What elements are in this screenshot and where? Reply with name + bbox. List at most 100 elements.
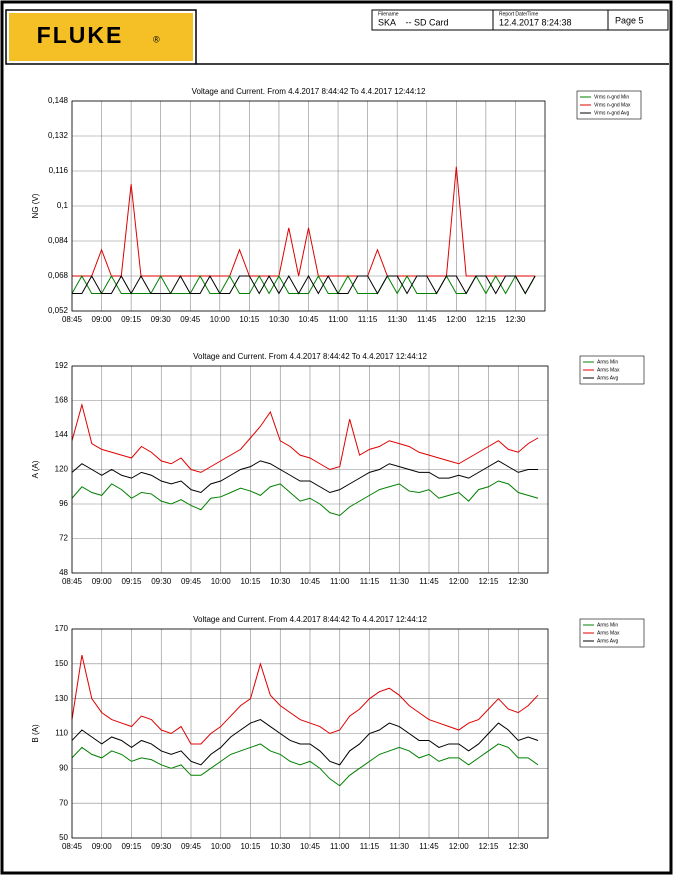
data-line [71,460,539,494]
y-tick-label: 0,1 [57,201,69,210]
x-tick-label: 10:30 [270,842,291,851]
x-tick-label: 09:15 [121,842,142,851]
data-line [72,274,536,295]
x-tick-label: 09:45 [181,577,202,586]
data-line [71,719,539,766]
x-tick-label: 09:00 [92,842,113,851]
x-tick-label: 10:30 [269,315,290,324]
x-tick-label: 11:45 [419,577,439,586]
y-tick-label: 0,052 [48,306,69,315]
x-tick-label: 10:30 [270,577,291,586]
header-box [371,9,669,31]
chart-title: Voltage and Current. From 4.4.2017 8:44:… [193,352,427,361]
data-line [72,166,536,277]
x-tick-label: 10:15 [239,315,260,324]
x-tick-label: 09:30 [151,842,172,851]
x-tick-label: 10:00 [211,842,232,851]
x-tick-label: 11:00 [330,842,350,851]
logo-text: FLUKE [37,22,124,48]
x-tick-label: 11:15 [360,842,380,851]
x-tick-label: 09:00 [92,315,113,324]
x-tick-label: 10:15 [240,842,261,851]
x-tick-label: 12:00 [449,577,470,586]
page-number: Page 5 [615,15,644,25]
logo-background [9,13,193,61]
x-tick-label: 10:00 [210,315,231,324]
chart-title: Voltage and Current. From 4.4.2017 8:44:… [193,615,427,624]
legend-label: Arms Avg [597,375,619,381]
y-tick-label: 72 [59,534,68,543]
x-tick-label: 09:30 [151,315,172,324]
x-tick-label: 11:30 [390,842,410,851]
x-tick-label: 08:45 [62,842,83,851]
y-tick-label: 120 [55,465,69,474]
data-line [71,480,539,517]
y-tick-label: 70 [59,798,68,807]
y-tick-label: 110 [55,729,68,738]
y-tick-label: 48 [59,568,68,577]
data-line [71,743,539,787]
x-tick-label: 10:00 [211,577,232,586]
y-axis-label: B (A) [31,724,40,743]
legend-label: Vrms n-gnd Avg [594,110,630,116]
x-tick-label: 11:45 [419,842,439,851]
y-tick-label: 0,132 [48,131,69,140]
legend-label: Arms Max [597,367,620,373]
y-tick-label: 168 [55,396,69,405]
x-tick-label: 08:45 [62,577,83,586]
x-tick-label: 12:15 [478,577,499,586]
legend-label: Arms Avg [597,638,619,644]
x-tick-label: 12:30 [508,842,529,851]
x-tick-label: 11:30 [390,577,410,586]
legend-label: Arms Min [597,622,618,628]
x-tick-label: 10:15 [240,577,261,586]
legend-label: Arms Min [597,359,618,365]
x-tick-label: 12:00 [449,842,470,851]
x-tick-label: 10:45 [298,315,319,324]
y-axis-label: A (A) [31,460,40,478]
plot-frame [71,628,549,839]
filename: SKA -- SD Card [378,17,449,27]
x-tick-label: 10:45 [300,842,321,851]
x-tick-label: 10:45 [300,577,321,586]
data-line [71,402,539,473]
y-axis-label: NG (V) [31,193,40,218]
y-tick-label: 50 [59,833,68,842]
x-tick-label: 11:45 [417,315,437,324]
legend-label: Vrms n-gnd Min [594,94,629,100]
logo-mark: ® [153,34,160,44]
y-tick-label: 0,148 [48,96,69,105]
x-tick-label: 09:45 [181,842,202,851]
x-tick-label: 12:15 [476,315,497,324]
legend-label: Vrms n-gnd Max [594,102,631,108]
x-tick-label: 11:15 [360,577,380,586]
data-line [71,274,536,295]
y-tick-label: 0,084 [48,236,69,245]
x-tick-label: 09:00 [92,577,113,586]
legend-label: Arms Max [597,630,620,636]
x-tick-label: 12:30 [505,315,526,324]
filename-label: Filename [378,11,399,17]
x-tick-label: 11:15 [358,315,378,324]
report-datetime: 12.4.2017 8:24:38 [499,17,572,27]
y-tick-label: 90 [59,763,68,772]
report-label: Report Date/Time [499,11,538,17]
data-line [71,655,539,745]
y-tick-label: 0,116 [49,166,69,175]
x-tick-label: 09:15 [121,315,142,324]
y-tick-label: 0,068 [48,271,69,280]
x-tick-label: 09:45 [180,315,201,324]
y-tick-label: 170 [55,624,69,633]
x-tick-label: 11:00 [330,577,350,586]
x-tick-label: 09:30 [151,577,172,586]
plot-frame [71,100,546,312]
y-tick-label: 150 [55,659,69,668]
x-tick-label: 08:45 [62,315,83,324]
x-tick-label: 12:15 [478,842,499,851]
x-tick-label: 11:00 [328,315,348,324]
chart-title: Voltage and Current. From 4.4.2017 8:44:… [192,87,426,96]
y-tick-label: 130 [55,694,69,703]
plot-frame [71,365,549,574]
